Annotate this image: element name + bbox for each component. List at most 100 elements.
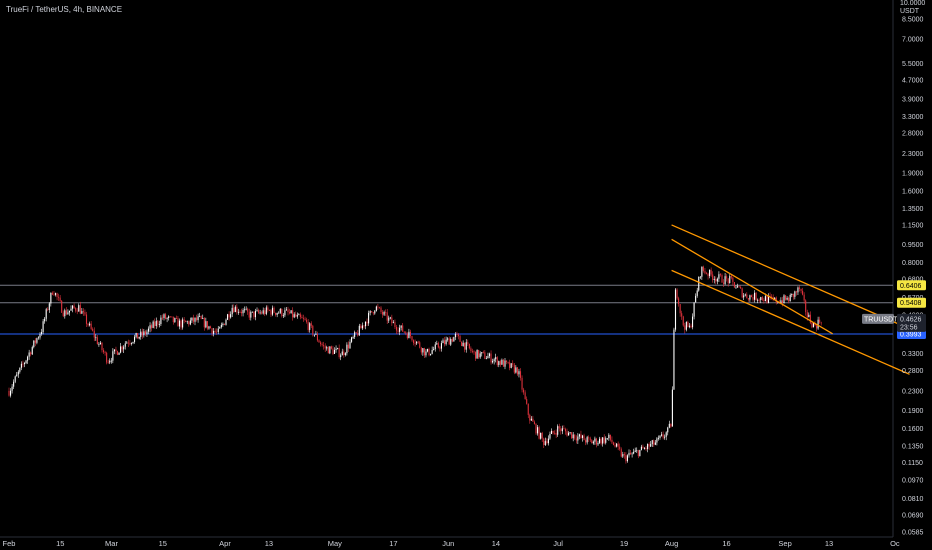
last-price-label: 0.4626	[900, 316, 922, 323]
candle-body	[495, 357, 497, 360]
candle-body	[571, 432, 573, 439]
candle-body	[445, 339, 447, 345]
candle-body	[324, 346, 326, 349]
candle-body	[330, 346, 332, 349]
candle-body	[462, 342, 464, 347]
candle-body	[431, 349, 433, 354]
candle-body	[389, 317, 391, 319]
candle-body	[749, 295, 751, 300]
candle-body	[166, 317, 168, 319]
candle-body	[802, 290, 804, 295]
candle-body	[135, 333, 137, 337]
candle-body	[602, 437, 604, 444]
candle-body	[794, 291, 796, 297]
candle-body	[264, 310, 266, 315]
candle-body	[273, 307, 275, 313]
currency-unit: USDT	[900, 8, 920, 15]
currency-label: 10.0000 USDT	[900, 0, 925, 16]
level-badge	[897, 280, 926, 291]
time-tick-label: Feb	[3, 539, 16, 548]
candle-body	[599, 438, 601, 443]
candle-body	[750, 295, 752, 298]
last-price-badge	[897, 313, 926, 332]
time-tick-label: Oc	[890, 539, 900, 548]
candle-body	[803, 294, 805, 301]
candle-body	[292, 310, 294, 318]
candle-body	[231, 307, 233, 315]
price-tick-label: 8.5000	[902, 16, 924, 23]
candle-body	[422, 348, 424, 353]
candle-body	[696, 290, 698, 296]
candle-body	[444, 340, 446, 345]
candle-body	[268, 310, 270, 311]
candle-body	[413, 340, 415, 343]
candle-body	[73, 305, 75, 309]
candle-body	[115, 349, 117, 352]
candle-body	[99, 342, 101, 345]
candle-body	[143, 331, 145, 336]
price-tick-label: 0.2300	[902, 388, 924, 395]
candle-body	[259, 312, 261, 314]
candle-body	[612, 442, 615, 446]
candles	[8, 265, 822, 464]
candle-body	[188, 321, 190, 325]
candle-body	[698, 276, 700, 291]
candle-body	[76, 310, 78, 312]
price-tick-label: 3.9000	[902, 97, 924, 104]
candle-body	[161, 317, 163, 319]
candle-body	[56, 293, 58, 297]
candle-body	[493, 359, 495, 361]
candle-body	[465, 342, 467, 350]
candle-body	[103, 350, 105, 353]
candle-body	[614, 445, 616, 447]
candle-body	[744, 294, 746, 296]
candle-body	[197, 316, 199, 321]
candle-body	[364, 321, 367, 327]
candle-body	[312, 325, 314, 335]
time-tick-label: Apr	[219, 539, 231, 548]
candle-body	[357, 333, 359, 336]
time-axis[interactable]: Feb 15 Mar 15 Apr 13 May 17 Jun 14 Jul 19 Aug 16 Sep 13…	[3, 539, 900, 548]
candle-body	[394, 322, 396, 327]
candle-body	[577, 436, 579, 441]
candle-body	[456, 334, 458, 335]
candle-body	[430, 353, 432, 356]
candle-body	[504, 360, 506, 367]
candle-body	[126, 342, 128, 344]
candle-body	[516, 367, 518, 375]
candle-body	[674, 289, 677, 330]
candle-body	[177, 318, 179, 327]
candle-body	[64, 310, 66, 317]
candle-body	[199, 315, 201, 317]
candle-body	[67, 312, 69, 315]
candle-body	[10, 390, 12, 396]
candle-body	[233, 307, 235, 313]
candle-body	[132, 341, 134, 344]
candle-body	[482, 352, 484, 353]
candle-body	[623, 454, 625, 456]
candle-body	[814, 322, 816, 326]
candle-body	[127, 342, 129, 344]
candle-body	[515, 367, 517, 373]
candle-body	[743, 295, 745, 298]
candle-body	[239, 311, 241, 313]
candle-body	[566, 431, 568, 436]
candle-body	[757, 299, 759, 301]
candle-body	[321, 344, 323, 346]
candle-body	[276, 312, 278, 315]
candle-body	[484, 352, 486, 359]
candle-body	[318, 340, 320, 343]
candle-body	[138, 336, 140, 339]
candle-body	[572, 434, 574, 439]
candle-body	[609, 434, 611, 440]
candle-body	[355, 332, 357, 334]
candle-body	[626, 455, 628, 462]
price-axis[interactable]: 8.5000 7.0000 5.5000 4.7000 3.9000 3.3000 2.80…	[902, 16, 924, 536]
candle-body	[340, 355, 342, 358]
candle-body	[14, 376, 16, 382]
candle-body	[352, 336, 354, 338]
level-badge-label: 0.3993	[900, 332, 922, 339]
candle-body	[766, 296, 768, 303]
